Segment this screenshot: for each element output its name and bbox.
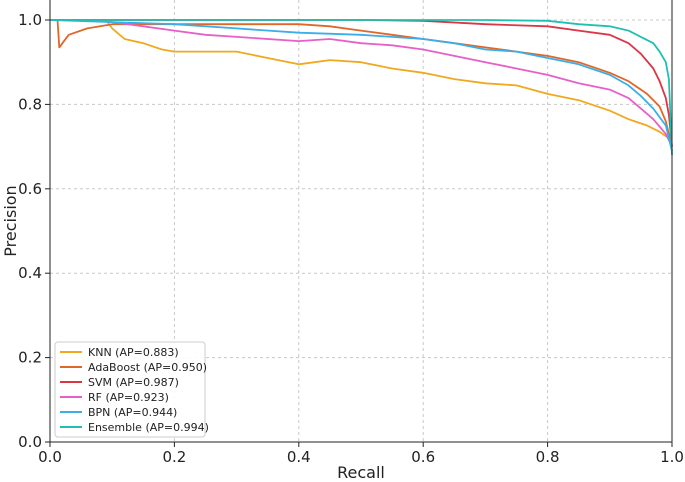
legend: KNN (AP=0.883) AdaBoost (AP=0.950) SVM (AP… [54, 341, 209, 438]
x-ticks: 0.0 0.2 0.4 0.6 0.8 1.0 [38, 442, 684, 466]
legend-label-3: RF (AP=0.923) [88, 391, 169, 404]
x-tick-label: 0.2 [162, 448, 186, 466]
y-axis-title: Precision [1, 185, 20, 256]
series-line-3 [50, 19, 673, 147]
x-tick-label: 0.4 [287, 448, 311, 466]
legend-label-2: SVM (AP=0.987) [88, 376, 179, 389]
y-tick-label: 0.8 [18, 95, 42, 113]
x-axis-title: Recall [337, 463, 385, 482]
y-ticks: 0.0 0.2 0.4 0.6 0.8 1.0 [18, 11, 50, 451]
y-tick-label: 0.6 [18, 180, 42, 198]
series-line-0 [50, 19, 673, 152]
legend-label-4: BPN (AP=0.944) [88, 406, 177, 419]
axes [49, 0, 673, 443]
legend-label-5: Ensemble (AP=0.994) [88, 421, 209, 434]
y-tick-label: 0.4 [18, 264, 42, 282]
series-line-5 [50, 19, 673, 156]
y-tick-label: 1.0 [18, 11, 42, 29]
y-tick-label: 0.0 [18, 433, 42, 451]
x-tick-label: 1.0 [660, 448, 684, 466]
y-tick-label: 0.2 [18, 349, 42, 367]
legend-box [54, 341, 206, 438]
legend-label-0: KNN (AP=0.883) [88, 346, 179, 359]
series-line-1 [50, 19, 673, 147]
series-lines [49, 19, 673, 156]
series-line-4 [49, 19, 673, 152]
x-tick-label: 0.8 [536, 448, 560, 466]
x-tick-label: 0.6 [411, 448, 435, 466]
x-tick-label: 0.0 [38, 448, 62, 466]
legend-label-1: AdaBoost (AP=0.950) [88, 361, 207, 374]
